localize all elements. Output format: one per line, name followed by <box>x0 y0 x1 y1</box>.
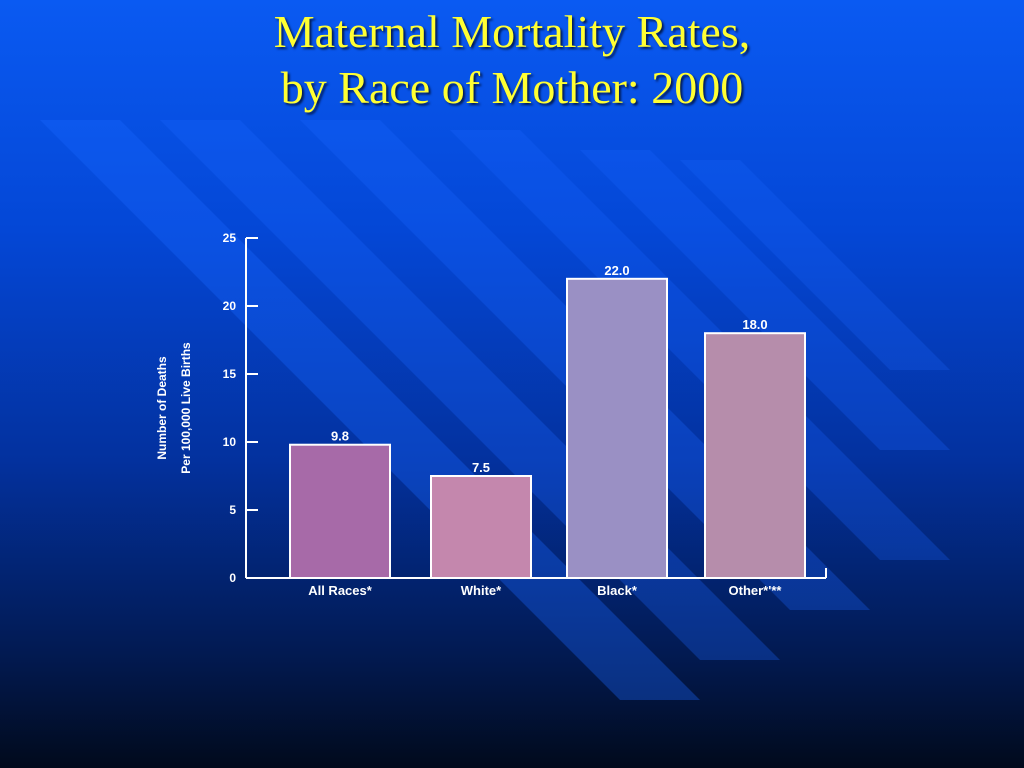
x-category-label-0: All Races* <box>308 583 373 598</box>
y-tick-label-3: 15 <box>223 367 237 381</box>
bar-0 <box>289 443 391 579</box>
y-axis-label-line-1: Number of Deaths <box>155 356 169 460</box>
bar-2 <box>566 277 668 579</box>
bar-1 <box>430 475 532 579</box>
bar-value-label-2: 22.0 <box>604 263 629 278</box>
x-category-label-3: Other*'** <box>729 583 783 598</box>
y-axis-label: Number of Deaths Per 100,000 Live Births <box>155 342 193 474</box>
y-tick-label-0: 0 <box>229 571 236 585</box>
title-line-1: Maternal Mortality Rates, <box>273 6 751 57</box>
x-category-label-2: Black* <box>597 583 638 598</box>
y-axis-label-line-2: Per 100,000 Live Births <box>179 342 193 474</box>
slide-title: Maternal Mortality Rates, by Race of Mot… <box>0 4 1024 116</box>
title-line-2: by Race of Mother: 2000 <box>280 62 744 113</box>
bar-3 <box>704 332 806 580</box>
bar-value-label-3: 18.0 <box>742 317 767 332</box>
y-tick-label-4: 20 <box>223 299 237 313</box>
x-category-label-1: White* <box>461 583 502 598</box>
y-tick-label-1: 5 <box>229 503 236 517</box>
y-tick-label-5: 25 <box>223 231 237 245</box>
y-tick-label-2: 10 <box>223 435 237 449</box>
bar-value-label-0: 9.8 <box>331 429 349 444</box>
bar-value-label-1: 7.5 <box>472 460 490 475</box>
